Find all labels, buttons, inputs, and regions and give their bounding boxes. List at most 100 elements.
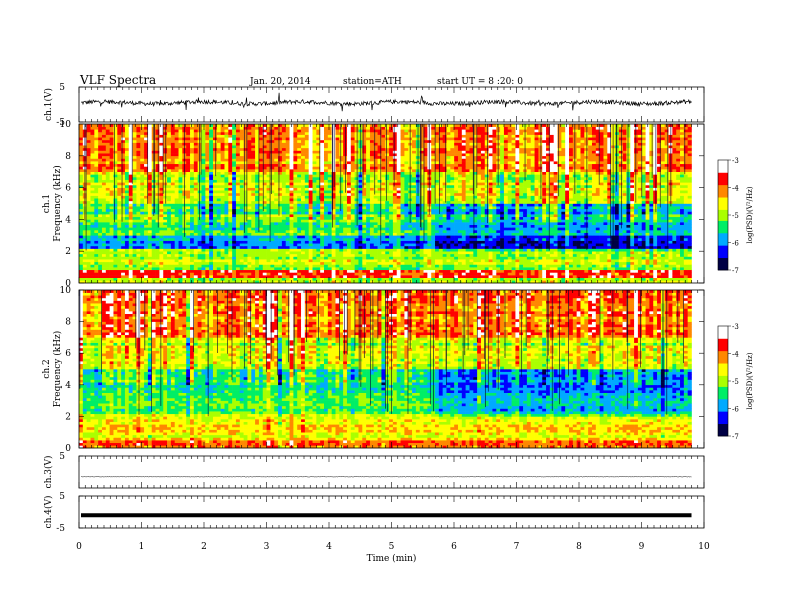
ch1-spectrogram-cell — [255, 269, 260, 273]
ch1-spectrogram-cell — [366, 248, 371, 252]
ch1-spectrogram-cell — [362, 280, 367, 284]
ch1-spectrogram-cell — [454, 232, 459, 236]
ch1-spectrogram-cell — [113, 222, 118, 225]
ch1-spectrogram-cell — [450, 243, 455, 247]
ch1-spectrogram-cell — [400, 277, 405, 281]
ch1-spectrogram-cell — [331, 251, 336, 255]
ch1-spectrogram-cell — [278, 208, 283, 212]
ch1-spectrogram-cell — [101, 211, 107, 215]
ch1-spectrogram-cell — [660, 261, 666, 265]
ch1-spectrogram-cell — [542, 203, 547, 207]
ch1-spectrogram-cell — [488, 222, 493, 225]
ch1-spectrogram-cell — [335, 264, 340, 268]
ch1-spectrogram-cell — [312, 230, 317, 233]
ch1-spectrogram-cell — [538, 240, 543, 244]
ch1-spectrogram-cell — [603, 251, 608, 255]
ch1-spectrogram-cell — [243, 208, 248, 212]
ch1-spectrogram-cell — [465, 280, 470, 284]
ch1-spectrogram-cell — [641, 230, 646, 233]
ch1-spectrogram-cell — [201, 216, 206, 220]
ch1-spectrogram-cell — [534, 224, 539, 228]
ch1-spectrogram-cell — [465, 227, 470, 231]
ch1-spectrogram-cell — [438, 280, 443, 284]
ch1-spectrogram-cell — [572, 216, 577, 220]
ch1-spectrogram-cell — [105, 235, 110, 239]
ch1-spectrogram-cell — [197, 237, 202, 241]
ch1-spectrogram-cell — [461, 206, 466, 210]
ch1-spectrogram-cell — [235, 269, 241, 273]
ch1-spectrogram-cell — [446, 208, 451, 212]
ch1-spectrogram-cell — [457, 227, 463, 231]
ch1-spectrogram-cell — [572, 243, 577, 247]
ch1-spectrogram-cell — [159, 269, 164, 273]
ch1-spectrogram-cell — [220, 253, 225, 257]
ch1-spectrogram-cell — [86, 235, 91, 239]
ch1-spectrogram-cell — [480, 206, 486, 210]
ch1-spectrogram-cell — [461, 240, 466, 244]
ch1-spectrogram-cell — [320, 240, 325, 244]
ch1-spectrogram-cell — [618, 245, 623, 249]
ch1-spectrogram-cell — [565, 256, 570, 260]
ch1-spectrogram-cell — [538, 245, 543, 249]
ch1-spectrogram-cell — [649, 227, 654, 231]
ch1-spectrogram-cell — [454, 211, 459, 215]
ch1-spectrogram-cell — [473, 232, 478, 236]
ch1-spectrogram-cell — [546, 235, 551, 239]
ch1-spectrogram-cell — [155, 219, 160, 223]
ch1-spectrogram-cell — [572, 267, 577, 271]
ch1-spectrogram-cell — [603, 219, 608, 223]
ch1-spectrogram-cell — [186, 277, 191, 281]
ch1-spectrogram-cell — [350, 277, 355, 281]
ch1-spectrogram-cell — [281, 224, 287, 228]
ch1-spectrogram-cell — [427, 261, 432, 265]
ch1-spectrogram-cell — [362, 269, 367, 273]
ch1-spectrogram-cell — [258, 232, 264, 236]
ch1-spectrogram-cell — [653, 280, 658, 284]
ch1-spectrogram-cell — [653, 243, 658, 247]
ch1-spectrogram-cell — [212, 216, 218, 220]
ch1-spectrogram-cell — [530, 267, 535, 271]
ch1-spectrogram-cell — [124, 237, 130, 241]
ch1-spectrogram-cell — [289, 235, 294, 239]
ch1-spectrogram-cell — [144, 280, 149, 284]
ch1-spectrogram-cell — [369, 251, 375, 255]
ch1-spectrogram-cell — [105, 245, 110, 249]
ch1-spectrogram-cell — [151, 237, 156, 241]
ch1-spectrogram-cell — [412, 243, 417, 247]
ch1-spectrogram-cell — [285, 277, 290, 281]
ch1-spectrogram-cell — [576, 256, 581, 260]
ch1-spectrogram-cell — [239, 219, 244, 223]
ch1-spectrogram-cell — [473, 214, 478, 218]
ch1-spectrogram-cell — [415, 232, 421, 236]
ch1-spectrogram-cell — [626, 214, 631, 218]
ch1-spectrogram-cell — [446, 277, 451, 281]
ch1-spectrogram-cell — [228, 230, 233, 233]
ch1-spectrogram-cell — [614, 253, 620, 257]
ch1-spectrogram-cell — [163, 272, 168, 276]
ch1-spectrogram-cell — [113, 214, 118, 218]
ch1-spectrogram-cell — [477, 253, 482, 257]
ch1-spectrogram-cell — [186, 256, 191, 260]
ch1-spectrogram-cell — [178, 232, 183, 236]
ch1-spectrogram-cell — [289, 272, 294, 276]
ch1-spectrogram-cell — [400, 216, 405, 220]
ch1-spectrogram-cell — [128, 216, 133, 220]
ch1-spectrogram-cell — [530, 216, 535, 220]
ch1-spectrogram-cell — [144, 240, 149, 244]
ch1-spectrogram-cell — [369, 224, 375, 228]
ch1-spectrogram-cell — [151, 245, 156, 249]
ch1-spectrogram-cell — [454, 248, 459, 252]
ch1-spectrogram-cell — [614, 227, 620, 231]
ch1-spectrogram-cell — [373, 214, 378, 218]
ch1-spectrogram-cell — [519, 277, 524, 281]
ch1-spectrogram-cell — [538, 259, 543, 263]
ch1-spectrogram-cell — [553, 203, 558, 207]
ch1-spectrogram-cell — [412, 248, 417, 252]
ch1-spectrogram-cell — [442, 275, 447, 278]
ch1-spectrogram-cell — [526, 256, 532, 260]
ch1-spectrogram-cell — [477, 240, 482, 244]
ch1-spectrogram-cell — [526, 227, 532, 231]
ch1-spectrogram-cell — [316, 272, 321, 276]
ch1-spectrogram-cell — [178, 248, 183, 252]
ch1-spectrogram-cell — [450, 237, 455, 241]
